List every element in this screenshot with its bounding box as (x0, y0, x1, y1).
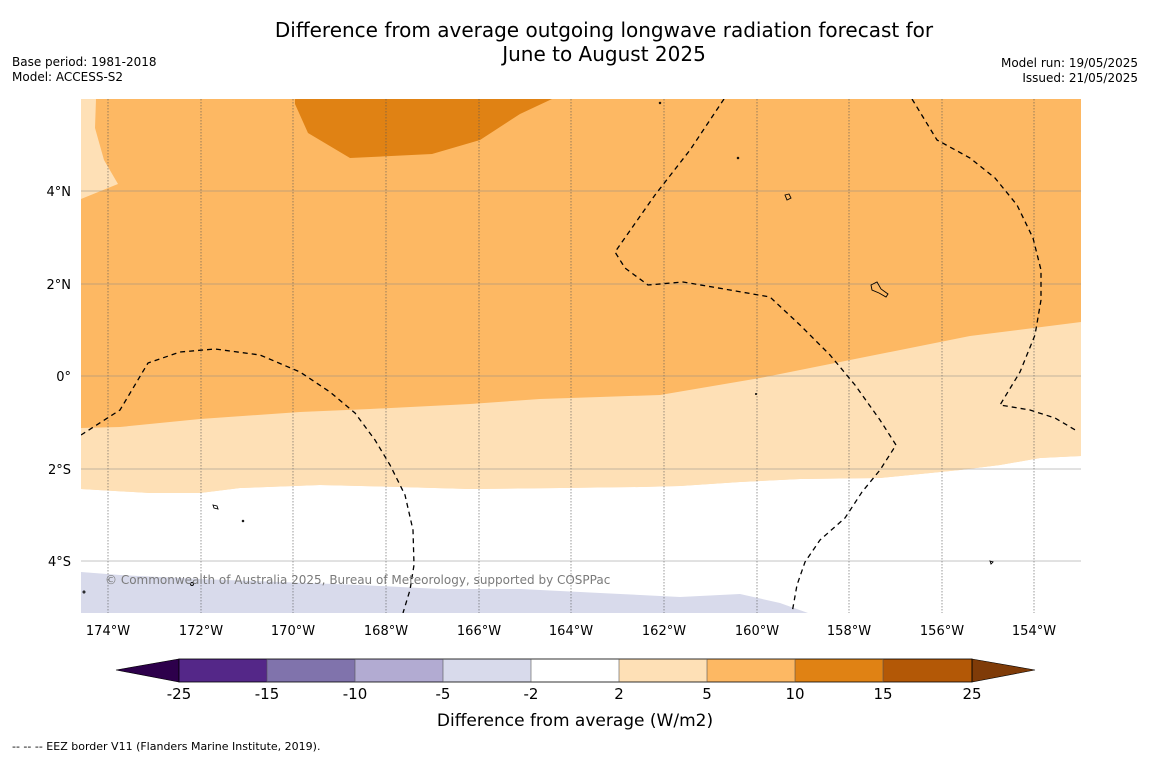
colorbar-swatch (795, 659, 883, 682)
lon-label: 160°W (735, 624, 779, 639)
island-8 (190, 582, 194, 586)
meta-right: Model run: 19/05/2025 Issued: 21/05/2025 (1001, 56, 1138, 86)
lat-label: 4°S (48, 555, 71, 570)
island-2 (870, 281, 889, 298)
issued-date: Issued: 21/05/2025 (1022, 71, 1138, 85)
island-1 (784, 193, 792, 201)
lon-label: 166°W (457, 624, 501, 639)
colorbar-swatch (179, 659, 267, 682)
colorbar-tick: 10 (785, 685, 804, 703)
island-4 (989, 560, 994, 565)
band-2-5-region (81, 322, 1081, 493)
colorbar-swatch (267, 659, 355, 682)
island-7 (241, 519, 245, 523)
island-6 (736, 156, 740, 160)
colorbar-tick: -25 (167, 685, 192, 703)
lon-label: 168°W (364, 624, 408, 639)
lon-label: 170°W (271, 624, 315, 639)
lon-label: 162°W (642, 624, 686, 639)
colorbar-tick: -2 (524, 685, 539, 703)
model-run: Model run: 19/05/2025 (1000, 56, 1138, 70)
colorbar-tick: -10 (343, 685, 368, 703)
colorbar-dividers (266, 659, 884, 682)
island-3 (212, 504, 219, 510)
title-line-1: Difference from average outgoing longwav… (274, 18, 934, 42)
model-name: Model: ACCESS-S2 (12, 70, 124, 84)
colorbar-title: Difference from average (W/m2) (437, 711, 713, 731)
lon-label: 172°W (179, 624, 223, 639)
lon-label: 158°W (827, 624, 871, 639)
lat-label: 4°N (47, 185, 72, 200)
colorbar-swatch (707, 659, 795, 682)
eez-border-central (614, 99, 897, 613)
title-line-2: June to August 2025 (502, 42, 706, 66)
island-10 (754, 392, 758, 396)
lon-label: 156°W (920, 624, 964, 639)
colorbar-swatch (619, 659, 707, 682)
colorbar-swatch (883, 659, 972, 682)
lon-label: 154°W (1012, 624, 1056, 639)
colorbar-swatch (355, 659, 443, 682)
colorbar-extend-right (971, 658, 1036, 683)
colorbar-extend-left (115, 658, 180, 683)
latitude-tick-labels: 4°N 2°N 0° 2°S 4°S (47, 185, 72, 570)
colorbar-outline (178, 658, 973, 683)
lat-label: 2°N (47, 278, 72, 293)
band-2-5-left-patch (81, 99, 118, 199)
colorbar: -25 -15 -10 -5 -2 2 5 10 15 25 Differenc… (115, 658, 1036, 731)
colorbar-swatch (443, 659, 531, 682)
lon-label: 174°W (86, 624, 130, 639)
band-neutral-region (81, 456, 1081, 613)
colorbar-swatch (531, 659, 619, 682)
graticule (81, 99, 1081, 613)
chart-title: Difference from average outgoing longwav… (0, 18, 1150, 66)
lat-label: 2°S (48, 463, 71, 478)
eez-footnote: -- -- -- EEZ border V11 (Flanders Marine… (12, 740, 321, 753)
copyright-notice: © Commonwealth of Australia 2025, Bureau… (105, 573, 610, 587)
band-10-15-patch (295, 99, 552, 158)
band-minus5-minus2-region (81, 572, 808, 613)
parallels (81, 190, 1081, 562)
longitude-tick-labels: 174°W 172°W 170°W 168°W 166°W 164°W 162°… (86, 624, 1056, 639)
colorbar-tick: 2 (614, 685, 624, 703)
colorbar-tick: 15 (873, 685, 892, 703)
map-area: © Commonwealth of Australia 2025, Bureau… (81, 99, 1081, 613)
eez-borders (81, 99, 1078, 613)
base-period: Base period: 1981-2018 (12, 55, 157, 69)
lon-label: 164°W (549, 624, 593, 639)
colorbar-tick: -5 (436, 685, 451, 703)
island-9 (82, 590, 86, 594)
eez-border-west (81, 348, 415, 613)
eez-border-east (911, 99, 1078, 432)
meta-left: Base period: 1981-2018 Model: ACCESS-S2 (12, 55, 157, 85)
lat-label: 0° (56, 370, 71, 385)
islands (82, 101, 994, 594)
colorbar-tick: -15 (255, 685, 280, 703)
colorbar-tick: 25 (962, 685, 981, 703)
colorbar-tick: 5 (702, 685, 712, 703)
island-5 (658, 101, 662, 105)
